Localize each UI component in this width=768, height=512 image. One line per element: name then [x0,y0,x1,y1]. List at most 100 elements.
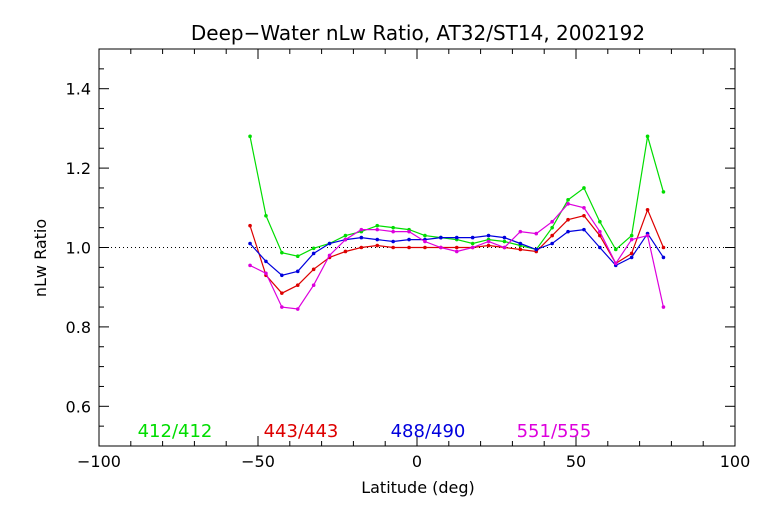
data-point [248,223,252,228]
data-point [502,239,507,244]
legend-label: 551/555 [517,421,592,442]
data-point [470,245,475,250]
data-point [391,245,395,250]
data-point [280,250,284,255]
data-point [343,249,348,254]
data-point [566,202,570,206]
legend-label: 443/443 [264,421,339,442]
data-point [359,227,364,232]
data-point [375,223,380,228]
data-point [645,207,650,212]
data-point [264,213,268,218]
data-point [280,305,284,309]
x-tick-label: −50 [241,452,275,471]
chart-title: Deep−Water nLw Ratio, AT32/ST14, 2002192 [191,21,645,45]
data-point [661,255,666,260]
data-point [248,263,252,268]
data-point [327,253,332,258]
data-point [598,219,602,224]
data-point [582,213,586,218]
data-point [486,243,491,248]
data-point [518,247,523,252]
x-tick-label: 0 [412,452,422,471]
data-point [566,217,570,222]
data-point [439,245,443,250]
y-axis-title: nLw Ratio [31,219,50,297]
data-point [375,237,380,242]
data-point [311,267,316,272]
data-point [661,190,666,194]
data-point [295,283,300,288]
data-point [582,227,586,232]
data-point [343,237,348,242]
data-point [295,269,300,274]
plot-area: −100 −50 0 50 100 0.6 0.8 1.0 1.2 1.4 412/412 443/4… [66,48,751,471]
data-point [454,245,459,250]
data-point [327,241,332,246]
data-point [423,245,427,250]
data-point [391,239,395,244]
data-point [248,134,252,139]
data-point [423,233,427,238]
data-point [295,254,300,259]
data-point [502,235,507,240]
y-tick-label: 0.6 [66,397,91,416]
data-point [343,233,348,238]
data-point [391,225,395,230]
data-point [359,245,364,250]
y-tick-label: 1.2 [66,159,91,178]
data-point [470,235,475,240]
data-point [518,241,523,246]
data-point [502,245,507,250]
x-tick-label: 100 [720,452,751,471]
data-point [407,245,411,250]
data-point [534,247,539,252]
data-point [375,243,380,248]
data-point [248,241,252,246]
data-point [375,227,380,232]
x-tick-label: 50 [566,452,586,471]
data-point [645,233,650,238]
data-point [629,237,634,242]
data-point [454,249,459,254]
data-point [311,251,316,256]
data-point [629,251,634,256]
data-point [486,239,491,244]
data-point [598,229,602,234]
data-point [534,231,539,236]
data-point [613,261,618,266]
data-point [311,246,316,251]
y-tick-label: 0.8 [66,318,91,337]
data-point [311,283,316,288]
data-point [645,134,650,139]
data-point [264,259,268,264]
data-point [550,241,554,246]
data-point [550,225,554,230]
data-point [566,198,570,202]
data-point [598,245,602,250]
x-axis-title: Latitude (deg) [361,478,475,497]
data-point [582,186,586,190]
data-point [391,229,395,234]
x-tick-label: −100 [77,452,121,471]
data-point [264,271,268,276]
data-point [661,305,666,309]
data-point [661,245,666,250]
data-point [629,233,634,238]
legend-label: 412/412 [138,421,213,442]
data-point [486,233,491,238]
data-point [454,235,459,240]
data-point [280,273,284,278]
data-point [423,239,427,244]
data-point [280,291,284,295]
data-point [295,307,300,311]
data-point [407,229,411,234]
data-point [359,235,364,240]
data-point [582,206,586,210]
data-point [566,229,570,234]
y-tick-label: 1.0 [66,239,91,258]
data-point [407,237,411,242]
data-point [439,235,443,240]
data-point [470,241,475,246]
